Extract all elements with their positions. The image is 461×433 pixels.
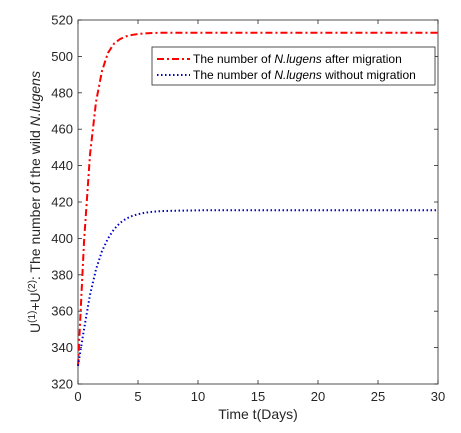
y-tick-label: 400 [51, 231, 73, 246]
x-axis-ticks: 0 5 10 15 20 25 30 [74, 20, 445, 404]
x-tick-label: 10 [191, 389, 205, 404]
x-tick-label: 5 [134, 389, 141, 404]
series-line-without-migration [77, 209, 438, 366]
x-axis-title: Time t(Days) [218, 406, 298, 422]
y-title-sup-2: (2) [27, 280, 38, 292]
y-tick-label: 320 [51, 377, 73, 392]
legend-without-suffix: without migration [322, 68, 416, 82]
y-tick-label: 520 [51, 13, 73, 28]
y-tick-label: 340 [51, 340, 73, 355]
y-tick-label: 500 [51, 49, 73, 64]
legend-label-after-migration: The number of N.lugens after migration [193, 52, 402, 66]
y-tick-label: 380 [51, 267, 73, 282]
x-tick-label: 0 [74, 389, 81, 404]
legend-without-species: N.lugens [274, 68, 321, 82]
legend-after-species: N.lugens [274, 52, 321, 66]
y-title-part-u1: U [27, 323, 43, 333]
y-axis-ticks: 320 340 360 380 400 420 440 460 480 500 520 [51, 13, 438, 392]
y-tick-label: 480 [51, 85, 73, 100]
legend-label-without-migration: The number of N.lugens without migration [193, 68, 416, 82]
y-title-part-u2: +U [27, 292, 43, 310]
series-line-after-migration [77, 31, 438, 366]
y-axis-title: U(1)+U(2): The number of the wild N.luge… [27, 71, 43, 333]
y-tick-label: 420 [51, 195, 73, 210]
legend: The number of N.lugens after migration T… [151, 46, 436, 86]
x-tick-label: 20 [311, 389, 325, 404]
y-tick-label: 460 [51, 122, 73, 137]
legend-after-suffix: after migration [322, 52, 402, 66]
y-tick-label: 440 [51, 158, 73, 173]
x-tick-label: 30 [431, 389, 445, 404]
series-layer [77, 31, 438, 366]
y-title-species: N.lugens [27, 71, 43, 126]
y-tick-label: 360 [51, 304, 73, 319]
legend-box [151, 46, 436, 86]
y-title-sup-1: (1) [27, 311, 38, 323]
legend-without-prefix: The number of [193, 68, 274, 82]
y-title-part-text: : The number of the wild [27, 126, 43, 280]
x-tick-label: 25 [371, 389, 385, 404]
legend-after-prefix: The number of [193, 52, 274, 66]
x-tick-label: 15 [251, 389, 265, 404]
